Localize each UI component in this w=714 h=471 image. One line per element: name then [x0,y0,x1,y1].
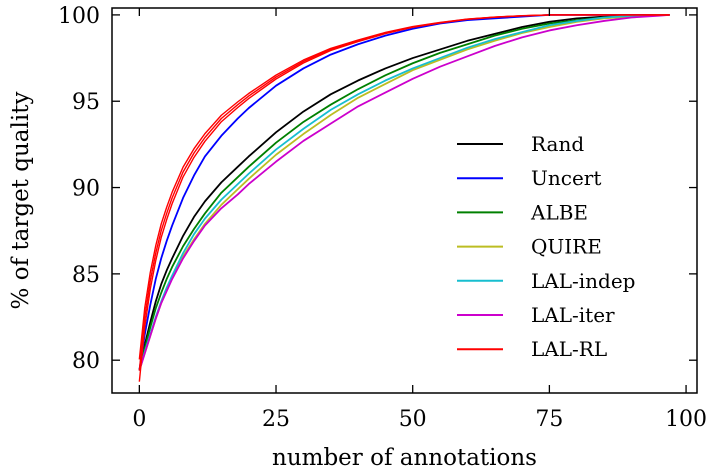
legend-label-quire: QUIRE [531,235,602,259]
series-line-lal-rl-run-2 [138,14,670,360]
x-axis-title: number of annotations [272,445,537,471]
x-tick-label: 25 [262,407,290,432]
y-tick-label: 95 [72,90,100,115]
plot-frame [111,7,698,394]
legend-label-albe: ALBE [530,200,588,224]
legend-label-uncert: Uncert [531,166,601,190]
series-line-rand [138,14,670,371]
legend-label-rand: Rand [531,132,584,156]
y-tick-label: 85 [72,263,100,288]
y-tick-label: 80 [72,349,100,374]
legend: Rand Uncert ALBE QUIRE LAL-indep LAL-iter LAL-… [457,132,635,361]
legend-label-lal-indep: LAL-indep [531,269,635,293]
y-tick-label: 90 [72,177,100,202]
series-line-lal-indep [138,14,670,371]
legend-label-lal-iter: LAL-iter [531,303,615,327]
x-tick-label: 75 [535,407,563,432]
series-line-albe [138,14,670,371]
series-layer [138,14,670,382]
legend-label-lal-rl: LAL-RL [531,337,607,361]
y-axis-title: % of target quality [8,92,34,310]
series-line-lal-iter [138,14,670,371]
x-tick-label: 50 [399,407,427,432]
x-tick-label: 0 [132,407,146,432]
x-tick-label: 100 [665,407,707,432]
y-tick-label: 100 [58,4,100,29]
ticks-layer: 0 25 50 75 100 80 85 90 95 100 [58,4,707,432]
